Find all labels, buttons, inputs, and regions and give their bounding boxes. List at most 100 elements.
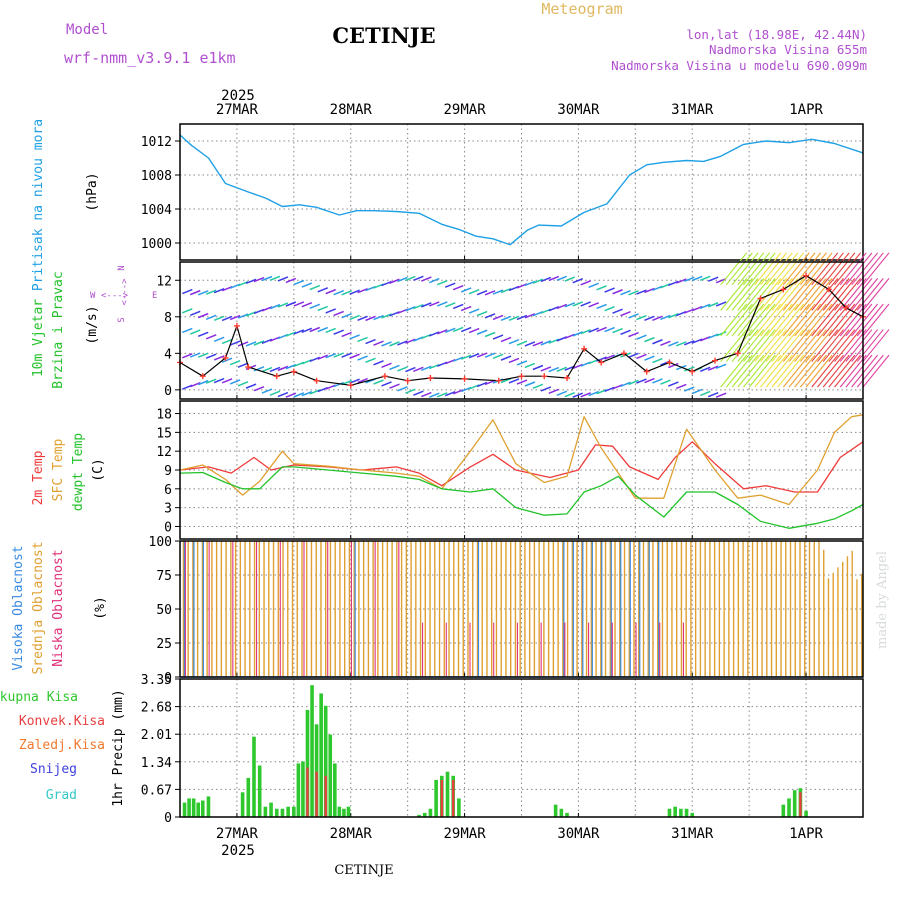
wind-arrow [317,326,329,333]
y-tick-label: 1004 [141,203,172,218]
precip-total-bar [263,806,268,817]
wind-arrow [261,366,273,373]
wind-arrow [213,288,225,294]
wind-arrow [213,336,225,342]
wind-arrow [476,289,488,296]
wind-arrow [834,278,861,311]
wind-arrow [500,355,512,361]
wind-arrow [532,364,544,371]
wind-arrow [748,278,776,311]
wind-arrow [699,366,711,372]
wind-arrow [644,287,655,294]
wind-ylabel-1: 10m Vjetar [31,299,46,377]
wind-gust-marker [233,322,240,329]
wind-arrow [676,278,687,284]
wind-arrow [540,340,552,346]
wind-arrow [862,354,890,388]
wind-arrow [765,329,793,362]
wind-arrow [845,278,873,311]
wind-arrow [444,282,456,288]
wind-arrow [604,326,615,333]
wind-arrow [301,282,313,288]
wind-arrow [484,352,496,358]
wind-arrow [811,329,839,362]
wind-arrow [822,354,850,388]
wind-arrow [293,392,305,398]
wind-arrow [468,352,480,359]
wind-arrow [500,377,512,384]
wind-arrow [765,278,793,311]
wind-arrow [205,334,217,340]
wind-arrow [181,353,193,359]
wind-arrow [213,355,225,361]
wind-arrow [588,282,599,288]
y-tick-label: 0 [164,671,172,686]
y-tick-label: 15 [156,426,172,441]
precip-total-bar [269,802,273,817]
compass-south: S [117,317,127,322]
panel-frame [179,400,864,540]
precip-total-bar [690,812,695,817]
wind-arrow [817,354,844,388]
wind-arrow [452,326,464,333]
wind-arrow [429,392,440,398]
wind-arrow [652,357,663,364]
wind-arrow [636,353,647,360]
wind-arrow [743,278,770,311]
wind-arrow [532,278,544,284]
wind-arrow [540,386,552,392]
wind-arrow [436,392,448,398]
footer-station: CETINJE [334,863,393,878]
wind-arrow [189,289,201,296]
precip-total-bar [314,724,319,817]
precip-total-bar [191,798,196,817]
wind-arrow [253,340,265,346]
wind-arrow [389,364,400,371]
wind-arrow [588,390,599,397]
wind-arrow [628,290,639,296]
wind-arrow [333,289,344,296]
wind-arrow [381,341,392,347]
wind-arrow [365,315,376,322]
wind-arrow [413,390,424,396]
wind-arrow [277,391,289,398]
wind-arrow [540,276,552,283]
wind-arrow [652,378,663,384]
wind-arrow [691,305,703,312]
bottom-date-label: 31MAR [671,826,714,842]
y-tick-label: 18 [156,408,172,423]
wind-gust-marker [666,359,673,366]
wind-arrow [707,365,719,371]
wind-arrow [468,308,480,314]
wind-arrow [644,336,655,343]
wind-arrow [725,329,753,362]
wind-arrow [660,379,671,385]
wind-arrow [731,252,759,286]
wind-arrow [839,303,867,337]
wind-arrow [373,340,384,346]
precip-total-bar [667,808,672,817]
pressure-panel: 1000 1004 1008 1012 [141,123,864,261]
wind-arrow [349,314,360,321]
wind-arrow [788,303,816,337]
wind-arrow [293,329,305,335]
wind-arrow [777,278,805,311]
wind-arrow [788,252,816,286]
wind-arrow [760,278,787,311]
precip-total-bar [792,790,797,817]
elevation-label: Nadmorska Visina 655m [709,42,867,57]
model-elevation-label: Nadmorska Visina u modelu 690.099m [611,58,867,73]
wind-arrow [699,303,711,310]
wind-arrow [325,353,336,359]
precip-legend-item: Konvek.Kisa [19,714,105,729]
wind-arrow [261,306,273,312]
wind-arrow [760,354,787,388]
y-tick-label: 6 [164,483,172,498]
wind-arrow [720,303,748,337]
wind-arrow [189,381,201,388]
wind-arrow [731,354,759,388]
wind-arrow [782,329,810,362]
wind-arrow [817,252,844,286]
wind-arrow [237,341,249,347]
